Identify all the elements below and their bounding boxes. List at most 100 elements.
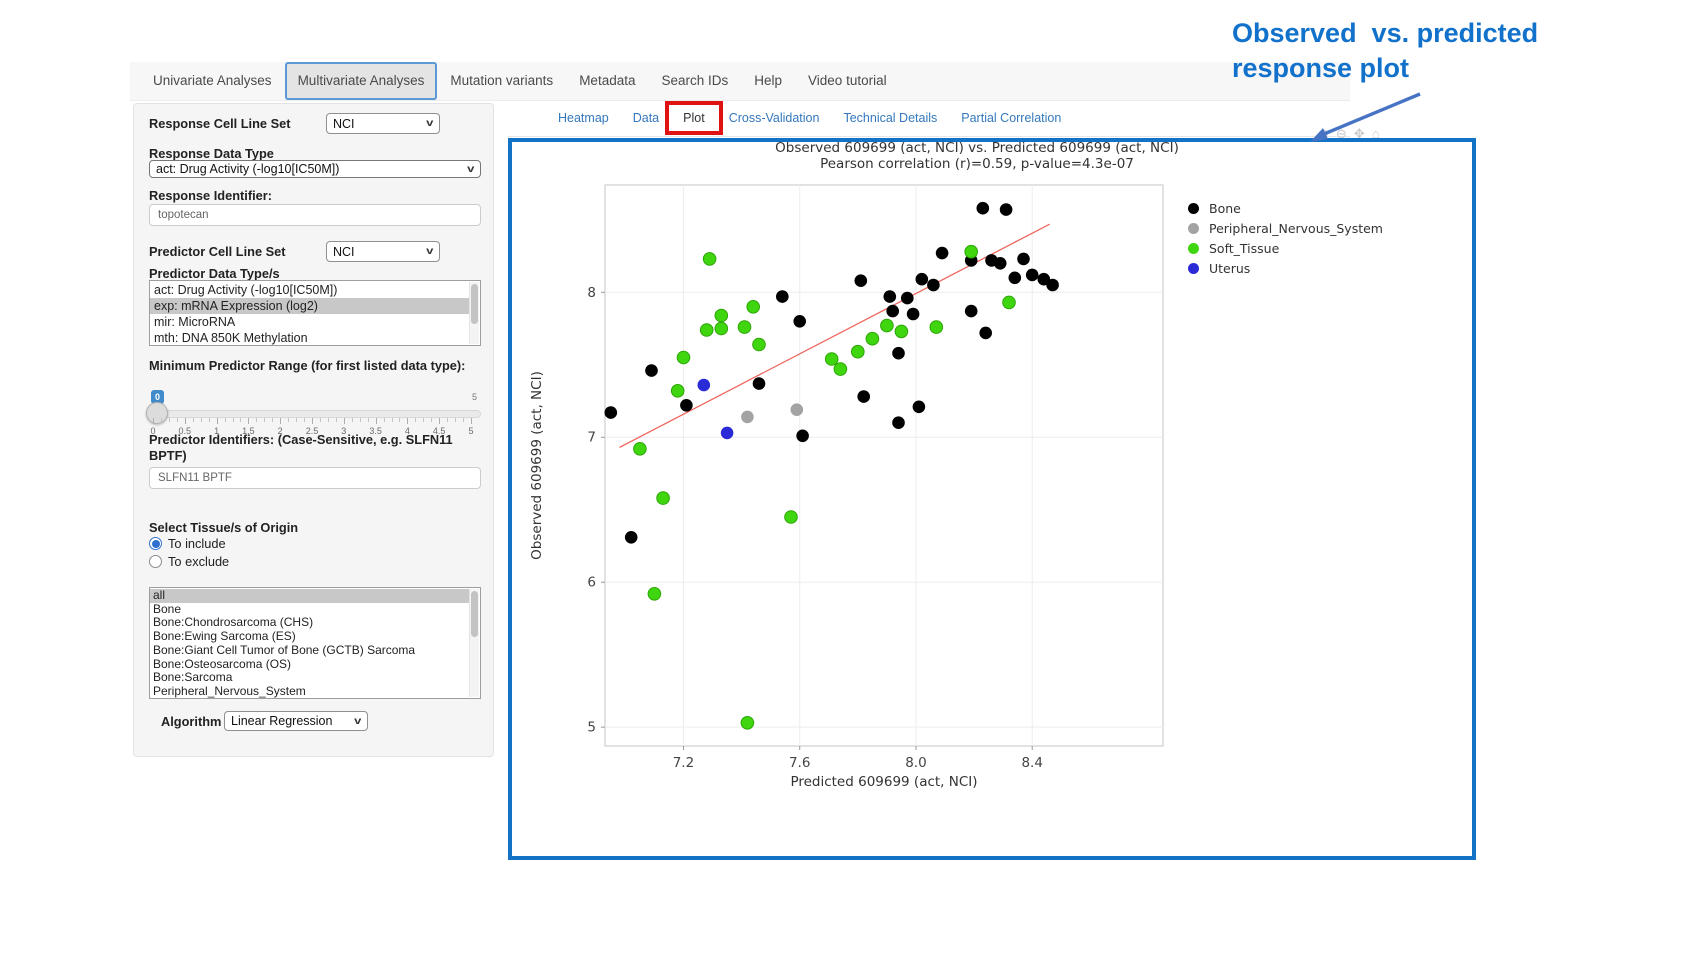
tissue-option[interactable]: Bone:Ewing Sarcoma (ES) — [153, 629, 296, 644]
data-point-bone[interactable] — [645, 364, 658, 377]
data-point-soft-tissue[interactable] — [833, 362, 848, 376]
tissue-option[interactable]: Bone:Giant Cell Tumor of Bone (GCTB) Sar… — [153, 642, 416, 657]
nav-tab-help[interactable]: Help — [754, 73, 783, 88]
data-point-soft-tissue[interactable] — [784, 510, 798, 524]
data-point-bone[interactable] — [892, 416, 905, 430]
data-point-soft-tissue[interactable] — [880, 318, 894, 333]
legend-item-soft-tissue[interactable]: Soft_Tissue — [1188, 238, 1383, 258]
data-point-bone[interactable] — [776, 290, 789, 303]
data-point-bone[interactable] — [1025, 268, 1039, 282]
data-point-bone[interactable] — [927, 278, 940, 292]
data-point-bone[interactable] — [1008, 271, 1022, 285]
response-cell-line-set-select[interactable]: NCI v — [326, 113, 440, 134]
data-point-bone[interactable] — [604, 406, 618, 419]
data-point-bone[interactable] — [892, 346, 905, 360]
data-point-bone[interactable] — [793, 315, 806, 328]
legend-item-peripheral-nervous-system[interactable]: Peripheral_Nervous_System — [1188, 218, 1383, 238]
data-point-bone[interactable] — [857, 390, 870, 403]
data-point-soft-tissue[interactable] — [865, 331, 880, 346]
subtab-technical-details[interactable]: Technical Details — [843, 111, 938, 125]
data-point-bone[interactable] — [993, 257, 1007, 270]
tissue-option[interactable]: Peripheral_Nervous_System — [153, 683, 306, 698]
data-point-soft-tissue[interactable] — [714, 321, 729, 336]
predictor-data-type-option[interactable]: mth: DNA 850K Methylation — [154, 331, 308, 345]
predictor-data-type-option[interactable]: exp: mRNA Expression (log2) — [150, 298, 469, 314]
data-point-bone[interactable] — [752, 377, 766, 390]
predictor-data-types-listbox[interactable]: act: Drug Activity (-log10[IC50M]) exp: m… — [149, 280, 481, 346]
data-point-soft-tissue[interactable] — [647, 587, 662, 601]
data-point-soft-tissue[interactable] — [656, 491, 670, 505]
data-point-bone[interactable] — [901, 291, 914, 305]
data-point-soft-tissue[interactable] — [964, 244, 979, 259]
data-point-bone[interactable] — [906, 307, 920, 321]
data-point-soft-tissue[interactable] — [894, 324, 909, 339]
tissue-radio-to-include[interactable]: To include — [149, 536, 226, 551]
data-point-soft-tissue[interactable] — [929, 320, 944, 334]
pan-icon[interactable]: ✥ — [1353, 126, 1372, 141]
data-point-bone[interactable] — [935, 246, 949, 260]
legend-item-bone[interactable]: Bone — [1188, 198, 1383, 218]
algorithm-select[interactable]: Linear Regression v — [224, 711, 368, 731]
data-point-soft-tissue[interactable] — [752, 337, 766, 352]
data-point-bone[interactable] — [680, 399, 693, 412]
data-point-bone[interactable] — [979, 326, 992, 340]
scatter-plot-canvas[interactable]: 7.2 7.6 8.0 8.4 5 6 7 8 Predicted 609699 (act, N… — [525, 150, 1177, 798]
response-identifier-input[interactable] — [149, 204, 481, 226]
data-point-bone[interactable] — [883, 290, 897, 303]
data-point-soft-tissue[interactable] — [851, 344, 865, 359]
data-point-soft-tissue[interactable] — [633, 442, 647, 456]
subtab-heatmap[interactable]: Heatmap — [558, 111, 609, 125]
tissue-option[interactable]: Bone:Osteosarcoma (OS) — [153, 656, 292, 671]
data-point-soft-tissue[interactable] — [702, 252, 717, 266]
data-point-soft-tissue[interactable] — [824, 352, 839, 366]
subtab-plot[interactable]: Plot — [665, 100, 723, 136]
data-point-bone[interactable] — [964, 304, 978, 318]
tissue-radio-to-exclude[interactable]: To exclude — [149, 554, 229, 569]
subtab-cross-validation[interactable]: Cross-Validation — [728, 111, 820, 125]
data-point-bone[interactable] — [999, 203, 1013, 216]
predictor-data-type-option[interactable]: act: Drug Activity (-log10[IC50M]) — [154, 283, 338, 297]
nav-tab-mutation-variants[interactable]: Mutation variants — [450, 73, 554, 88]
data-point-soft-tissue[interactable] — [670, 384, 685, 398]
subtab-data[interactable]: Data — [632, 111, 660, 125]
data-point-soft-tissue[interactable] — [737, 320, 752, 334]
legend-item-uterus[interactable]: Uterus — [1188, 258, 1383, 278]
data-point-peripheral-nervous-system[interactable] — [790, 403, 804, 416]
data-point-peripheral-nervous-system[interactable] — [741, 410, 754, 424]
nav-tab-multivariate-analyses[interactable]: Multivariate Analyses — [284, 62, 438, 100]
nav-tab-search-ids[interactable]: Search IDs — [661, 73, 729, 88]
scrollbar[interactable] — [469, 282, 479, 344]
subtab-partial-correlation[interactable]: Partial Correlation — [961, 111, 1062, 125]
data-point-bone[interactable] — [976, 201, 990, 215]
nav-tab-video-tutorial[interactable]: Video tutorial — [808, 73, 887, 88]
data-point-bone[interactable] — [886, 304, 899, 318]
tissue-option[interactable]: Bone — [153, 601, 182, 616]
slider-handle[interactable] — [146, 402, 168, 424]
slider-track[interactable] — [149, 410, 481, 418]
data-point-bone[interactable] — [915, 272, 929, 286]
data-point-bone[interactable] — [796, 429, 809, 443]
data-point-bone[interactable] — [912, 400, 926, 414]
nav-tab-metadata[interactable]: Metadata — [579, 73, 636, 88]
data-point-soft-tissue[interactable] — [699, 323, 714, 337]
scrollbar[interactable] — [469, 589, 479, 697]
data-point-soft-tissue[interactable] — [746, 300, 760, 314]
tissue-listbox[interactable]: all Bone Bone:Chondrosarcoma (CHS) Bone:Ewi… — [149, 587, 481, 699]
predictor-identifiers-input[interactable] — [149, 467, 481, 489]
data-point-bone[interactable] — [854, 274, 868, 287]
response-data-type-select[interactable]: act: Drug Activity (-log10[IC50M]) v — [149, 160, 481, 178]
data-point-bone[interactable] — [624, 531, 638, 544]
tissue-option[interactable]: all — [150, 588, 469, 603]
data-point-bone[interactable] — [1017, 252, 1030, 266]
reset-axes-icon[interactable]: ⌂ — [1371, 126, 1387, 141]
zoom-out-icon[interactable]: ⊖ — [1335, 126, 1354, 141]
data-point-soft-tissue[interactable] — [740, 716, 755, 730]
data-point-soft-tissue[interactable] — [676, 350, 691, 365]
predictor-data-type-option[interactable]: mir: MicroRNA — [154, 315, 236, 329]
data-point-soft-tissue[interactable] — [1002, 295, 1016, 310]
data-point-uterus[interactable] — [697, 378, 711, 392]
predictor-cell-line-set-select[interactable]: NCI v — [326, 241, 440, 262]
tissue-option[interactable]: Bone:Chondrosarcoma (CHS) — [153, 615, 314, 630]
data-point-bone[interactable] — [1046, 278, 1059, 292]
data-point-soft-tissue[interactable] — [714, 308, 729, 323]
